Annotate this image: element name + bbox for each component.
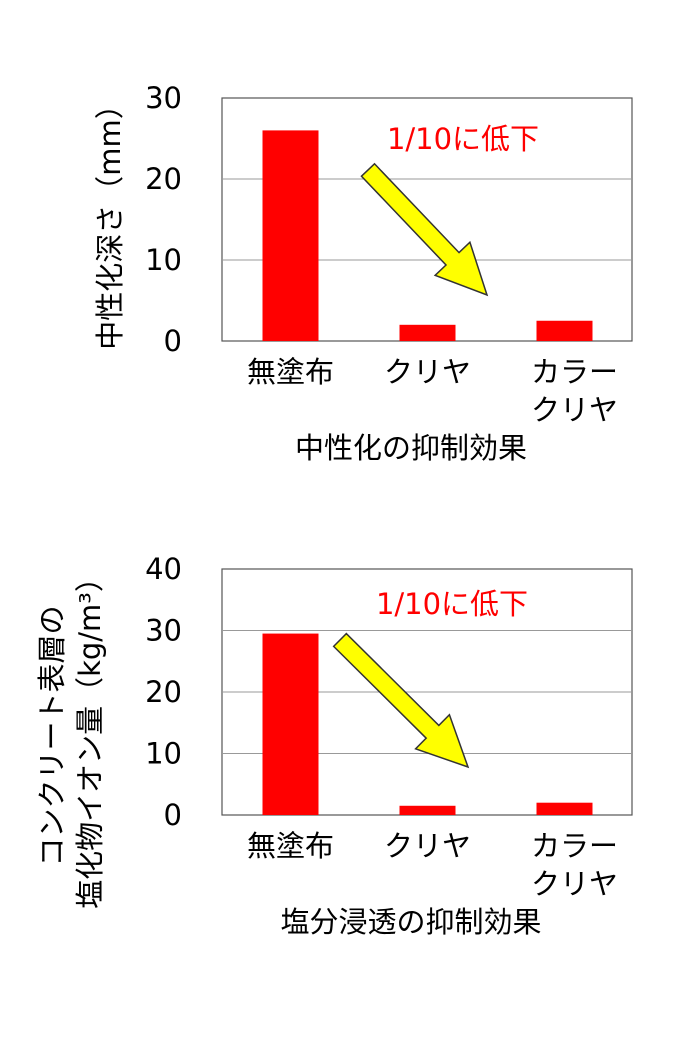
category-label: カラー [531,829,618,863]
y-tick-label: 10 [145,243,182,277]
category-label: クリヤ [384,829,471,863]
category-label: クリヤ [531,867,618,901]
bar-1 [262,130,319,341]
y-axis-label: コンクリート表層の [35,605,69,866]
bar-3 [536,802,593,815]
y-tick-label: 20 [145,675,182,709]
y-tick-label: 0 [164,798,182,832]
chart-title: 塩分浸透の抑制効果 [280,905,541,939]
y-tick-label: 30 [145,81,182,115]
bar-2 [399,324,456,341]
category-label: 無塗布 [247,829,334,863]
reduction-arrow [332,632,470,769]
y-tick-label: 30 [145,614,182,648]
category-label: クリヤ [384,355,471,389]
bar-2 [399,805,456,815]
annotation-label: 1/10に低下 [376,587,528,621]
y-tick-label: 40 [145,552,182,586]
y-tick-label: 10 [145,737,182,771]
category-label: クリヤ [531,393,618,427]
category-label: カラー [531,355,618,389]
y-tick-label: 20 [145,162,182,196]
y-tick-label: 0 [164,324,182,358]
chart-title: 中性化の抑制効果 [295,431,527,465]
y-axis-label: 中性化深さ（mm） [93,90,127,350]
bar-3 [536,320,593,341]
bar-1 [262,633,319,815]
annotation-label: 1/10に低下 [387,122,539,156]
category-label: 無塗布 [247,355,334,389]
y-axis-label: 塩化物イオン量（kg/m³） [73,563,107,909]
reduction-arrow [360,162,489,297]
